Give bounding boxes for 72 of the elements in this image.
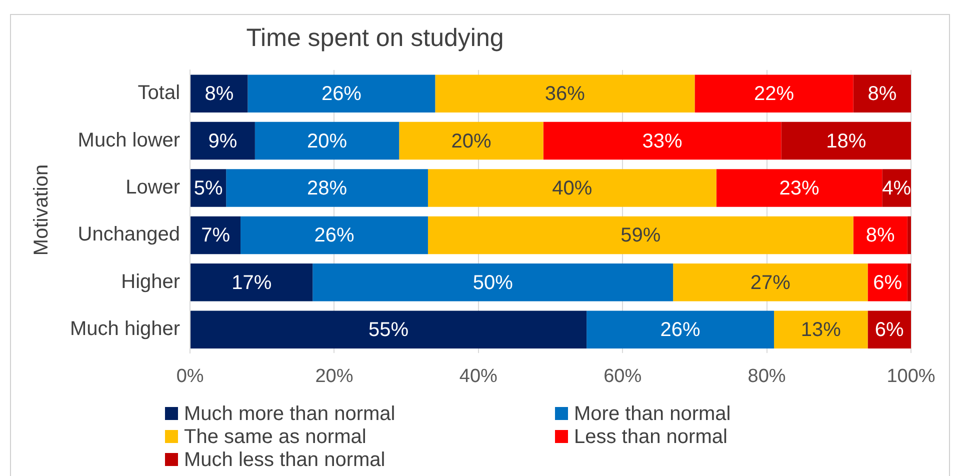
data-label: 9% bbox=[208, 130, 238, 152]
bar bbox=[240, 216, 428, 254]
bar bbox=[907, 264, 911, 302]
data-label: 20% bbox=[307, 130, 348, 152]
data-label: 33% bbox=[642, 130, 683, 152]
bar bbox=[190, 264, 313, 302]
bar bbox=[435, 74, 695, 112]
data-label: 18% bbox=[826, 130, 866, 152]
data-label: 8% bbox=[204, 83, 234, 106]
data-label: 20% bbox=[451, 130, 492, 152]
x-tick-label: 0% bbox=[176, 366, 204, 387]
data-label: 26% bbox=[314, 224, 354, 247]
bar bbox=[428, 216, 854, 254]
data-label: 50% bbox=[472, 272, 514, 294]
data-label: 13% bbox=[800, 319, 842, 342]
bar bbox=[673, 264, 868, 302]
data-label: 22% bbox=[754, 83, 794, 106]
y-axis-title: Motivation bbox=[30, 164, 54, 256]
bar bbox=[190, 122, 255, 160]
bar bbox=[248, 74, 436, 112]
data-label: 23% bbox=[779, 178, 820, 200]
data-label: 8% bbox=[866, 224, 896, 247]
legend-label: Much less than normal bbox=[183, 449, 386, 472]
data-label: 17% bbox=[232, 272, 272, 294]
bar bbox=[254, 122, 400, 160]
data-label: 55% bbox=[368, 319, 409, 342]
data-label: 6% bbox=[873, 272, 902, 294]
legend-label: Less than normal bbox=[573, 426, 728, 449]
bar bbox=[907, 216, 911, 254]
x-tick-label: 20% bbox=[315, 366, 354, 387]
data-label: 26% bbox=[660, 319, 701, 342]
data-label: 8% bbox=[868, 83, 897, 106]
bar bbox=[190, 216, 241, 254]
x-tick-label: 80% bbox=[748, 366, 786, 387]
y-tick-label: Unchanged bbox=[78, 224, 180, 246]
bar bbox=[774, 310, 868, 348]
chart-title: Time spent on studying bbox=[245, 24, 505, 53]
bar bbox=[853, 216, 908, 254]
legend-label: Much more than normal bbox=[183, 403, 396, 426]
legend-label: The same as normal bbox=[183, 426, 368, 449]
legend-label: More than normal bbox=[573, 403, 732, 426]
bar bbox=[716, 169, 882, 207]
data-label: 28% bbox=[307, 178, 348, 200]
x-tick-label: 60% bbox=[604, 366, 642, 387]
data-label: 26% bbox=[321, 83, 362, 106]
bar bbox=[586, 310, 774, 348]
x-tick-label: 100% bbox=[886, 366, 936, 387]
data-label: 6% bbox=[874, 319, 904, 342]
bar bbox=[312, 264, 674, 302]
data-label: 40% bbox=[552, 178, 592, 200]
bar bbox=[543, 122, 782, 160]
bar bbox=[190, 74, 248, 112]
y-tick-label: Much higher bbox=[70, 318, 180, 340]
x-tick-label: 40% bbox=[459, 366, 498, 387]
data-label: 59% bbox=[620, 224, 661, 247]
bar bbox=[399, 122, 544, 160]
data-label: 27% bbox=[750, 272, 791, 294]
bar bbox=[428, 169, 716, 207]
y-tick-label: Higher bbox=[121, 270, 180, 293]
data-label: 7% bbox=[201, 224, 230, 247]
y-tick-label: Much lower bbox=[78, 129, 180, 152]
bar bbox=[781, 122, 911, 160]
bar bbox=[694, 74, 854, 112]
bar bbox=[853, 74, 911, 112]
y-tick-label: Total bbox=[138, 82, 180, 104]
data-label: 4% bbox=[882, 178, 912, 200]
bar bbox=[868, 310, 911, 348]
y-tick-label: Lower bbox=[126, 176, 180, 199]
data-label: 5% bbox=[194, 178, 223, 200]
bar bbox=[190, 310, 587, 348]
bar bbox=[226, 169, 428, 207]
data-label: 36% bbox=[544, 83, 586, 106]
